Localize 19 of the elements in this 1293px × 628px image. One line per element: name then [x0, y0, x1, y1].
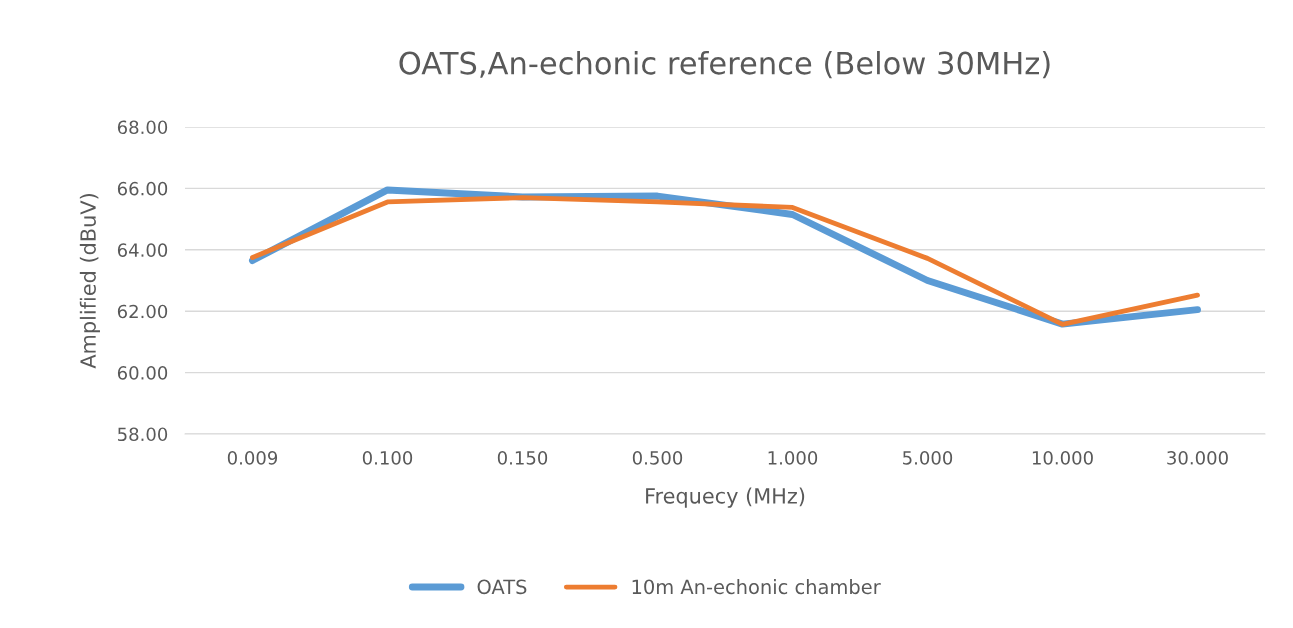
y-tick-label: 64.00 — [117, 243, 168, 257]
x-tick-label: 30.000 — [1167, 450, 1228, 465]
x-tick-label: 0.100 — [362, 450, 413, 465]
x-tick-label: 1.000 — [768, 450, 818, 465]
x-tick-label: 0.009 — [227, 450, 278, 465]
x-tick-label: 0.500 — [632, 450, 683, 465]
y-axis-title: Amplified (dBuV) — [79, 194, 100, 369]
y-tick-label: 58.00 — [118, 427, 168, 442]
x-tick-label: 5.000 — [903, 450, 953, 465]
x-tick-label: 10.000 — [1032, 450, 1093, 465]
y-tick-label: 60.00 — [117, 366, 168, 380]
x-tick-label: 0.150 — [497, 450, 548, 465]
legend-label: 10m An-echonic chamber — [632, 579, 881, 595]
y-tick-label: 62.00 — [117, 304, 168, 319]
y-tick-label: 66.00 — [117, 181, 168, 196]
legend-label: OATS — [477, 579, 527, 595]
x-axis-title: Frequecy (MHz) — [646, 487, 805, 508]
y-tick-label: 68.00 — [117, 120, 168, 135]
chart-title: OATS,An-echonic reference (Below 30MHz) — [399, 51, 1050, 79]
